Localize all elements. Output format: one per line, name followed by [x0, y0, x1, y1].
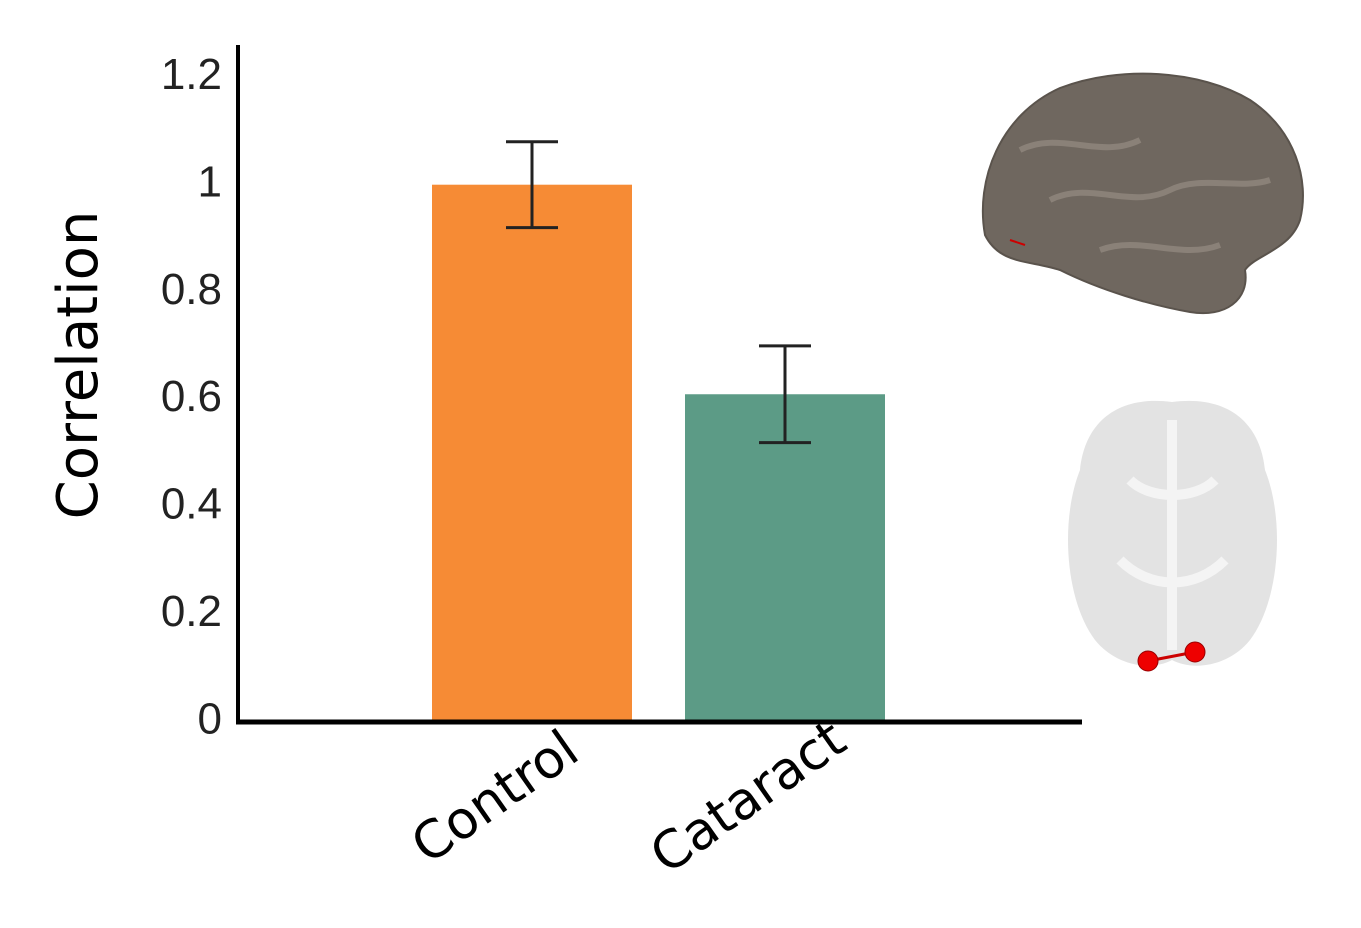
- y-tick-label: 0.6: [161, 372, 222, 421]
- brain-axial: [1068, 401, 1277, 671]
- y-tick-label: 0.2: [161, 587, 222, 636]
- y-tick-label: 0.4: [161, 480, 222, 529]
- brain-image: [983, 74, 1303, 314]
- brain-lateral: [983, 74, 1303, 314]
- x-tick-label: Cataract: [640, 709, 857, 886]
- y-tick-label: 1.2: [161, 50, 222, 99]
- node: [1138, 651, 1158, 671]
- y-tick-label: 0: [198, 695, 222, 744]
- chart: Correlation 0 0.2 0.4 0.6 0.8 1 1.2 Control Cata…: [0, 0, 1361, 928]
- x-tick-label: Control: [401, 719, 589, 876]
- bar: [432, 185, 632, 722]
- y-axis-title: Correlation: [46, 211, 111, 520]
- node: [1185, 642, 1205, 662]
- y-tick-label: 1: [198, 157, 222, 206]
- y-tick-label: 0.8: [161, 265, 222, 314]
